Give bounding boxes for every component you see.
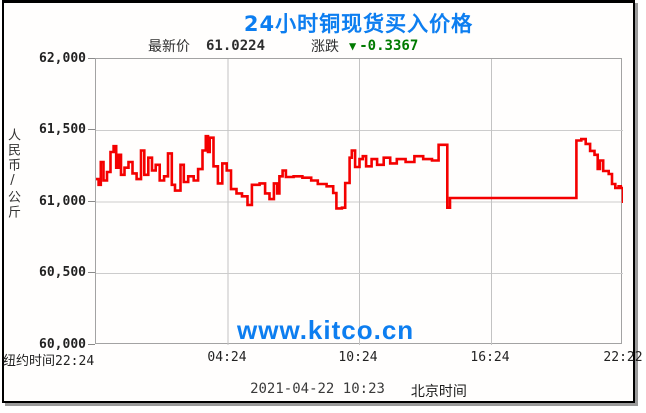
x-axis-origin-label: 纽约时间22:24: [3, 350, 94, 369]
x-axis-tick-label: 04:24: [207, 350, 247, 365]
y-axis-label: 61,500: [39, 122, 86, 137]
change-value: -0.3367: [359, 38, 419, 54]
footer-datetime: 2021-04-22 10:23: [250, 381, 385, 397]
chart-title: 24小时铜现货买入价格: [243, 12, 474, 36]
kitco-watermark-link[interactable]: www.kitco.cn: [237, 315, 415, 345]
x-axis-tick-label: 10:24: [338, 350, 378, 365]
price-line-chart: [96, 59, 623, 345]
change-value-group: ▼ -0.3367: [349, 38, 418, 54]
y-tick: [88, 344, 95, 345]
y-axis-label: 61,000: [39, 194, 86, 209]
y-axis-label: 62,000: [39, 51, 86, 66]
beijing-time-label: 北京时间: [410, 384, 467, 400]
y-axis-label: 60,000: [39, 337, 86, 352]
latest-price-row: 最新价 61.0224 涨跌 ▼ -0.3367: [148, 36, 418, 56]
y-tick: [88, 129, 95, 130]
plot-area: [95, 58, 623, 345]
y-axis-title: 人民币/公斤: [5, 128, 20, 220]
price-line-series: [96, 134, 623, 210]
x-axis-tick-label: 16:24: [470, 350, 510, 365]
x-axis-tick-label: 22:22: [603, 350, 643, 365]
change-label: 涨跌: [311, 39, 340, 55]
y-tick: [88, 58, 95, 59]
footer-row: 2021-04-22 10:23 北京时间: [95, 381, 622, 401]
latest-price-value: 61.0224: [206, 38, 266, 54]
x-axis-tick-label: 22:24: [55, 354, 95, 369]
down-triangle-icon: ▼: [349, 39, 357, 53]
y-tick: [88, 272, 95, 273]
y-tick: [88, 201, 95, 202]
y-axis-label: 60,500: [39, 265, 86, 280]
latest-price-label: 最新价: [148, 39, 190, 55]
ny-time-prefix: 纽约时间: [3, 354, 56, 369]
